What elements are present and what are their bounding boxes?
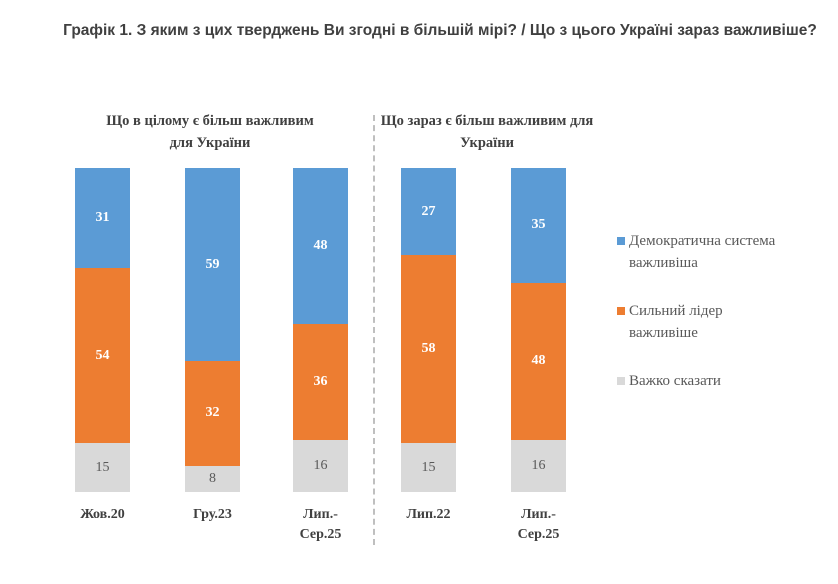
category-label: Жов.20 <box>80 507 125 522</box>
group-divider <box>373 115 375 545</box>
bar-segment-democracy: 31 <box>75 168 130 269</box>
bar-segment-leader: 58 <box>401 255 456 444</box>
bar-segment-hard-to-say: 16 <box>293 440 348 492</box>
legend-item-leader: Сильний лідер важливіше <box>617 300 789 344</box>
legend-item-democracy: Демократична система важливіша <box>617 230 789 274</box>
bar-segment-democracy: 59 <box>185 168 240 362</box>
bar-segment-hard-to-say: 8 <box>185 465 240 492</box>
legend-item-hard-to-say: Важко сказати <box>617 370 789 392</box>
bar-segment-hard-to-say: 15 <box>75 443 130 492</box>
legend-label: Важко сказати <box>629 373 721 389</box>
legend: Демократична система важливіша Сильний л… <box>617 230 789 418</box>
bar-segment-leader: 32 <box>185 361 240 466</box>
bar-segment-hard-to-say: 15 <box>401 443 456 492</box>
legend-label: Демократична система важливіша <box>629 233 776 271</box>
category-label: Лип.-Сер.25 <box>517 507 560 542</box>
legend-swatch <box>617 307 625 315</box>
legend-label: Сильний лідер важливіше <box>629 303 723 341</box>
legend-swatch <box>617 237 625 245</box>
bar-segment-hard-to-say: 16 <box>511 439 566 492</box>
category-label: Лип.22 <box>406 507 451 522</box>
group-header-general: Що в цілому є більш важливим для України <box>106 113 314 151</box>
bar-segment-leader: 48 <box>511 282 566 440</box>
group-header-now: Що зараз є більш важливим для України <box>380 113 594 151</box>
bar-segment-leader: 54 <box>75 268 130 444</box>
category-label: Лип.-Сер.25 <box>299 507 342 542</box>
category-label: Гру.23 <box>193 507 232 522</box>
chart-title: Графік 1. З яким з цих тверджень Ви згод… <box>63 22 817 39</box>
bar-segment-democracy: 27 <box>401 168 456 256</box>
bar-segment-democracy: 35 <box>511 168 566 283</box>
legend-swatch <box>617 377 625 385</box>
bar-segment-leader: 36 <box>293 323 348 441</box>
bar-segment-democracy: 48 <box>293 168 348 324</box>
